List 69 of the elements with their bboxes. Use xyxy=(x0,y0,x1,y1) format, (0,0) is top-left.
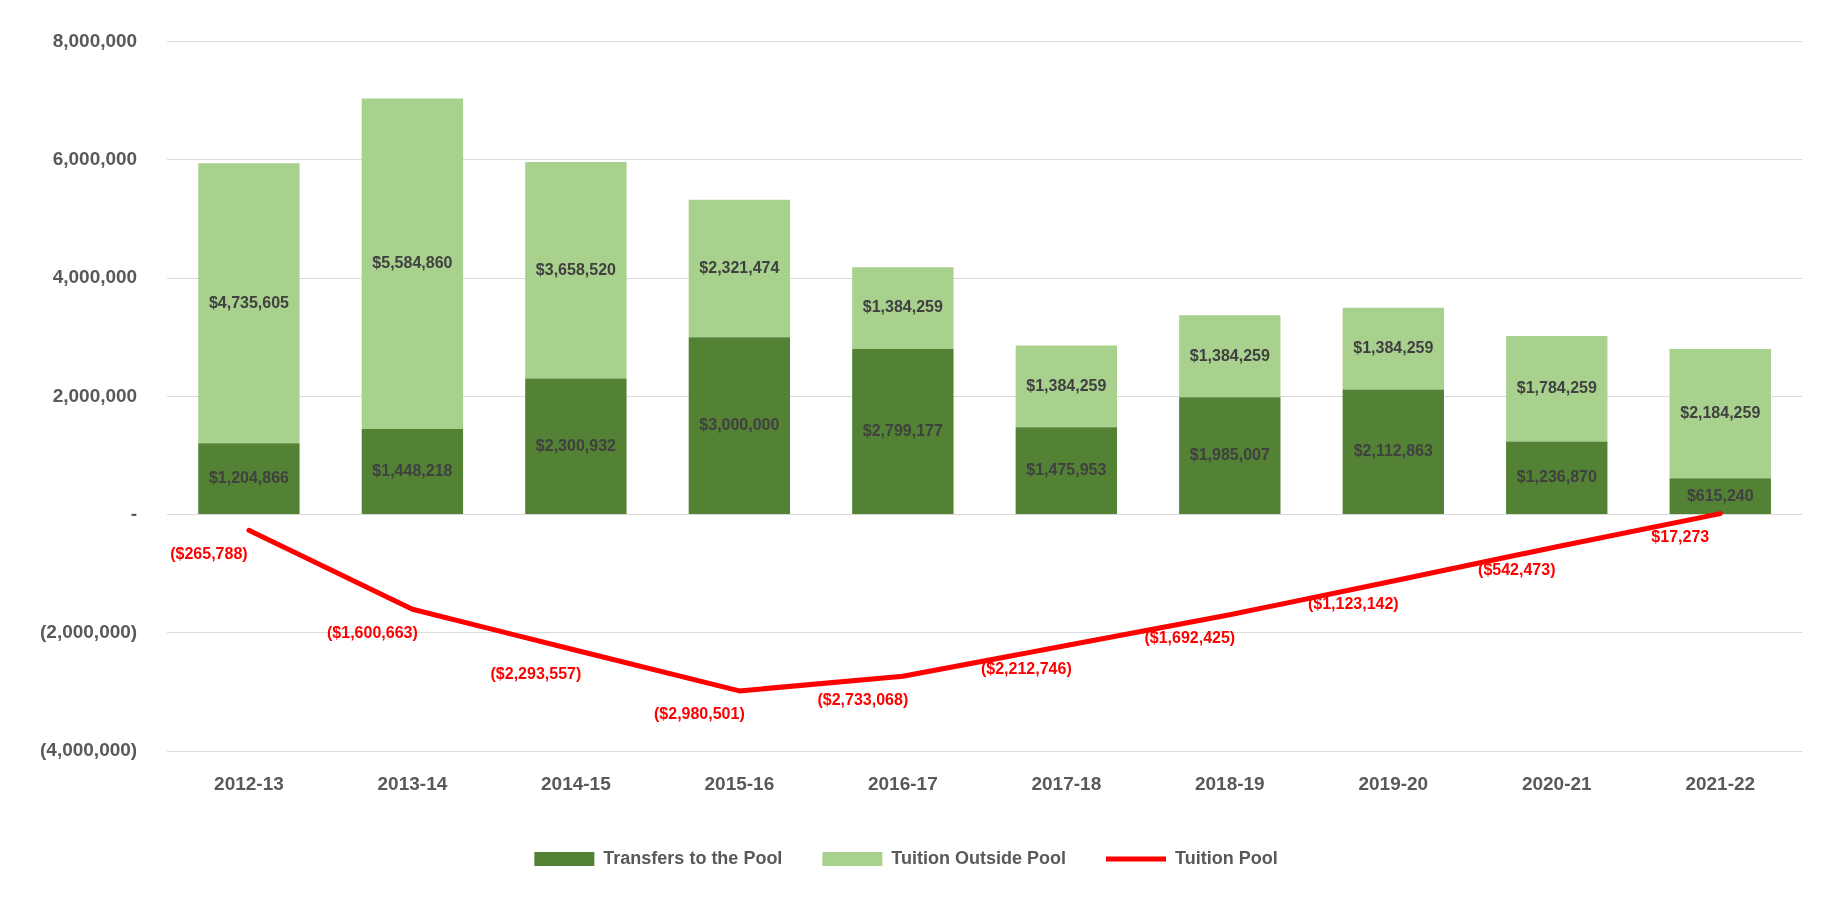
bar xyxy=(852,267,954,350)
data-label: $1,384,259 xyxy=(1026,376,1107,394)
x-tick-label: 2015-16 xyxy=(704,772,775,794)
data-label: $1,384,259 xyxy=(1353,339,1434,357)
x-tick-label: 2017-18 xyxy=(1031,772,1102,794)
legend-label: Tuition Pool xyxy=(1175,847,1278,868)
y-tick-label: 6,000,000 xyxy=(52,147,138,169)
data-label: $1,384,259 xyxy=(1189,346,1270,364)
bar xyxy=(852,349,954,515)
data-label: ($2,733,068) xyxy=(817,690,909,708)
bar xyxy=(198,443,300,515)
bar xyxy=(688,199,791,338)
bar xyxy=(1179,397,1281,515)
data-label: $1,985,007 xyxy=(1189,446,1270,464)
data-label: ($1,692,425) xyxy=(1144,629,1236,647)
bar xyxy=(361,428,464,515)
bar xyxy=(361,98,464,429)
data-label: $17,273 xyxy=(1651,527,1710,545)
data-label: $2,300,932 xyxy=(535,436,617,454)
y-tick-label: (2,000,000) xyxy=(39,621,138,643)
data-label: $2,321,474 xyxy=(699,258,780,276)
legend-label: Transfers to the Pool xyxy=(603,847,783,868)
bar xyxy=(1506,441,1608,515)
data-label: $1,236,870 xyxy=(1516,468,1597,486)
bar xyxy=(1669,349,1771,479)
data-label: ($2,293,557) xyxy=(490,664,582,682)
data-label: $3,000,000 xyxy=(699,416,780,434)
data-label: ($2,212,746) xyxy=(980,659,1072,677)
data-label: $1,784,259 xyxy=(1516,379,1597,397)
data-label: $2,112,863 xyxy=(1353,442,1433,460)
x-tick-label: 2019-20 xyxy=(1358,772,1429,794)
x-tick-label: 2016-17 xyxy=(867,772,938,794)
x-tick-label: 2020-21 xyxy=(1521,772,1593,794)
bar xyxy=(525,162,627,379)
bar xyxy=(1015,427,1118,515)
bar xyxy=(1179,315,1281,398)
bar xyxy=(1342,389,1444,515)
data-label: $615,240 xyxy=(1686,486,1754,504)
x-tick-label: 2014-15 xyxy=(541,772,612,794)
bar xyxy=(1342,307,1444,390)
x-tick-label: 2013-14 xyxy=(377,772,448,794)
bar xyxy=(1015,345,1118,428)
data-label: $4,735,605 xyxy=(208,293,290,311)
data-label: ($2,980,501) xyxy=(654,705,745,723)
data-label: $1,384,259 xyxy=(862,298,943,316)
data-label: ($1,600,663) xyxy=(327,623,418,641)
y-tick-label: 8,000,000 xyxy=(52,29,138,51)
x-tick-label: 2018-19 xyxy=(1194,772,1265,794)
x-tick-label: 2021-22 xyxy=(1685,772,1756,794)
legend-label: Tuition Outside Pool xyxy=(891,847,1067,868)
bar xyxy=(198,163,300,444)
bar xyxy=(1506,335,1608,442)
data-label: $2,184,259 xyxy=(1680,404,1761,422)
y-tick-label: (4,000,000) xyxy=(39,739,138,761)
data-label: ($1,123,142) xyxy=(1307,595,1399,613)
data-label: $2,799,177 xyxy=(862,421,943,439)
data-label: $3,658,520 xyxy=(535,260,617,278)
x-tick-label: 2012-13 xyxy=(214,772,284,794)
bar xyxy=(525,378,627,515)
y-tick-label: - xyxy=(130,502,138,524)
y-tick-label: 4,000,000 xyxy=(52,266,138,288)
data-label: $1,448,218 xyxy=(372,461,453,479)
data-label: $1,475,953 xyxy=(1026,461,1107,479)
bar xyxy=(688,337,791,515)
data-label: ($265,788) xyxy=(170,544,248,562)
y-tick-label: 2,000,000 xyxy=(52,384,138,406)
data-label: $1,204,866 xyxy=(208,469,290,487)
data-label: $5,584,860 xyxy=(372,254,453,272)
data-label: ($542,473) xyxy=(1478,561,1556,579)
